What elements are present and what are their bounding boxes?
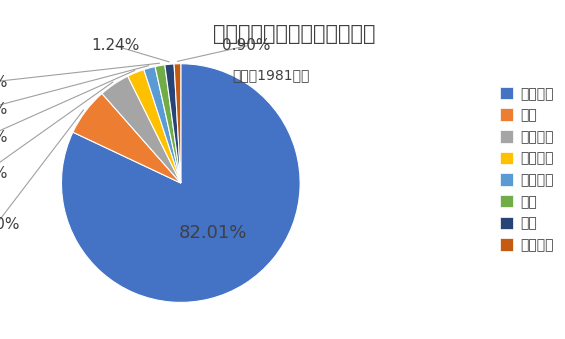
Wedge shape <box>102 76 181 183</box>
Wedge shape <box>73 94 181 183</box>
Text: 1.24%: 1.24% <box>91 38 140 53</box>
Legend: 正常咬合, 叢生, 反対咬合, 切端咬合, 上顎前突, 離開, 開咬, 過蓋咬合: 正常咬合, 叢生, 反対咬合, 切端咬合, 上顎前突, 離開, 開咬, 過蓋咬合 <box>496 83 558 256</box>
Wedge shape <box>128 69 181 183</box>
Text: 不正咬合の出現に関する調査: 不正咬合の出現に関する調査 <box>212 24 375 44</box>
Wedge shape <box>174 64 181 183</box>
Text: 2.32%: 2.32% <box>0 130 8 145</box>
Wedge shape <box>62 64 300 302</box>
Text: 1.55%: 1.55% <box>0 102 8 117</box>
Wedge shape <box>144 66 181 183</box>
Text: （日本1981年）: （日本1981年） <box>233 68 310 82</box>
Wedge shape <box>165 64 181 183</box>
Text: 6.50%: 6.50% <box>0 217 20 232</box>
Text: 82.01%: 82.01% <box>179 224 247 242</box>
Text: 0.90%: 0.90% <box>222 38 271 53</box>
Wedge shape <box>155 65 181 183</box>
Text: 1.32%: 1.32% <box>0 75 8 90</box>
Text: 4.16%: 4.16% <box>0 166 8 181</box>
